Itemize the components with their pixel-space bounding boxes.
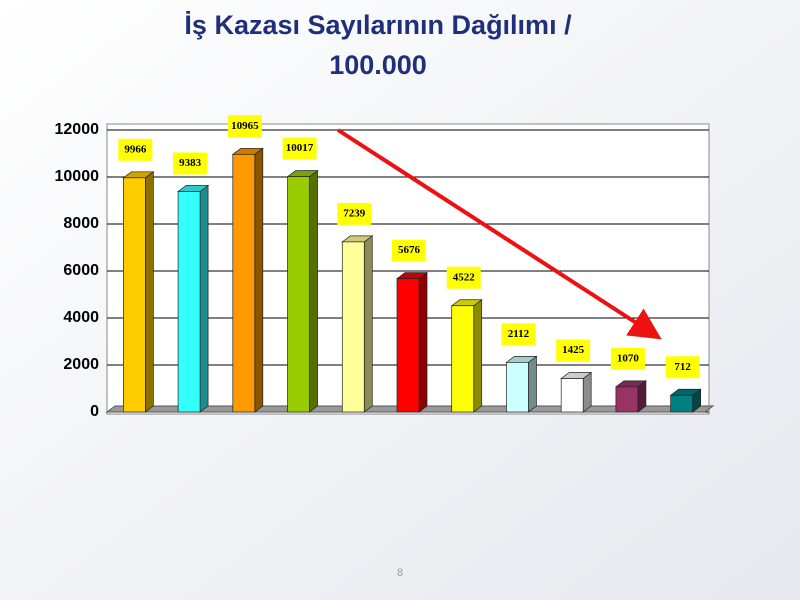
- bar: [177, 191, 201, 413]
- bar-group: [341, 235, 374, 413]
- y-tick-label: 8000: [63, 215, 99, 232]
- bar-group: [177, 184, 210, 413]
- title-line: İş Kazası Sayılarının Dağılımı /100.000: [184, 10, 572, 80]
- y-tick-label: 10000: [55, 168, 100, 185]
- value-label-box: [610, 347, 645, 370]
- value-label-box: [446, 266, 481, 289]
- value-label: 5676: [398, 244, 421, 256]
- value-label: 7239: [343, 207, 366, 219]
- trend-arrow: [336, 128, 662, 340]
- bar-group: [395, 271, 429, 413]
- bar-side: [309, 169, 318, 413]
- bar: [396, 278, 420, 413]
- value-label: 2112: [508, 328, 530, 340]
- bar-group: [614, 380, 647, 413]
- value-label-box: [118, 138, 153, 161]
- value-label: 1070: [617, 352, 640, 364]
- bar-group: [505, 355, 538, 413]
- bar: [232, 153, 256, 413]
- value-label-box: [665, 356, 700, 379]
- bar-group: [122, 171, 155, 413]
- bar: [560, 378, 584, 413]
- y-tick-label: 4000: [63, 309, 99, 326]
- bar-group: [669, 388, 702, 413]
- value-label-box: [282, 137, 317, 160]
- bar-side: [199, 184, 209, 413]
- value-label: 10965: [231, 120, 259, 132]
- y-tick-label: 12000: [55, 121, 100, 138]
- bar: [615, 386, 639, 413]
- value-label-box: [501, 323, 536, 346]
- bar-side: [582, 371, 592, 413]
- value-label-box: [173, 152, 208, 175]
- bar: [451, 305, 475, 413]
- value-label-box: [556, 339, 591, 362]
- bar: [506, 362, 529, 413]
- page-number: 8: [397, 567, 403, 579]
- bar: [123, 177, 146, 413]
- bar-side: [528, 355, 537, 413]
- value-label: 1425: [562, 344, 585, 356]
- value-label: 712: [674, 361, 691, 373]
- bar-group: [560, 371, 593, 413]
- value-label: 9966: [124, 143, 147, 155]
- bar-side: [418, 271, 428, 413]
- value-label: 9383: [179, 157, 202, 169]
- value-label-box: [392, 239, 426, 262]
- value-label: 4522: [453, 271, 476, 283]
- value-label-box: [227, 115, 262, 138]
- bar-group: [286, 169, 319, 413]
- bar-side: [363, 235, 373, 413]
- value-label-box: [337, 202, 372, 225]
- bar: [287, 176, 310, 413]
- value-label: 10017: [286, 142, 314, 154]
- y-tick-label: 6000: [63, 262, 99, 279]
- y-tick-label: 0: [90, 403, 99, 420]
- bar: [341, 241, 365, 413]
- bar: [670, 394, 693, 413]
- bar-side: [145, 171, 154, 413]
- bar-side: [473, 299, 483, 413]
- bar-group: [231, 147, 264, 413]
- bar-group: [450, 299, 483, 413]
- bar-side: [254, 147, 264, 413]
- y-tick-label: 2000: [63, 356, 99, 373]
